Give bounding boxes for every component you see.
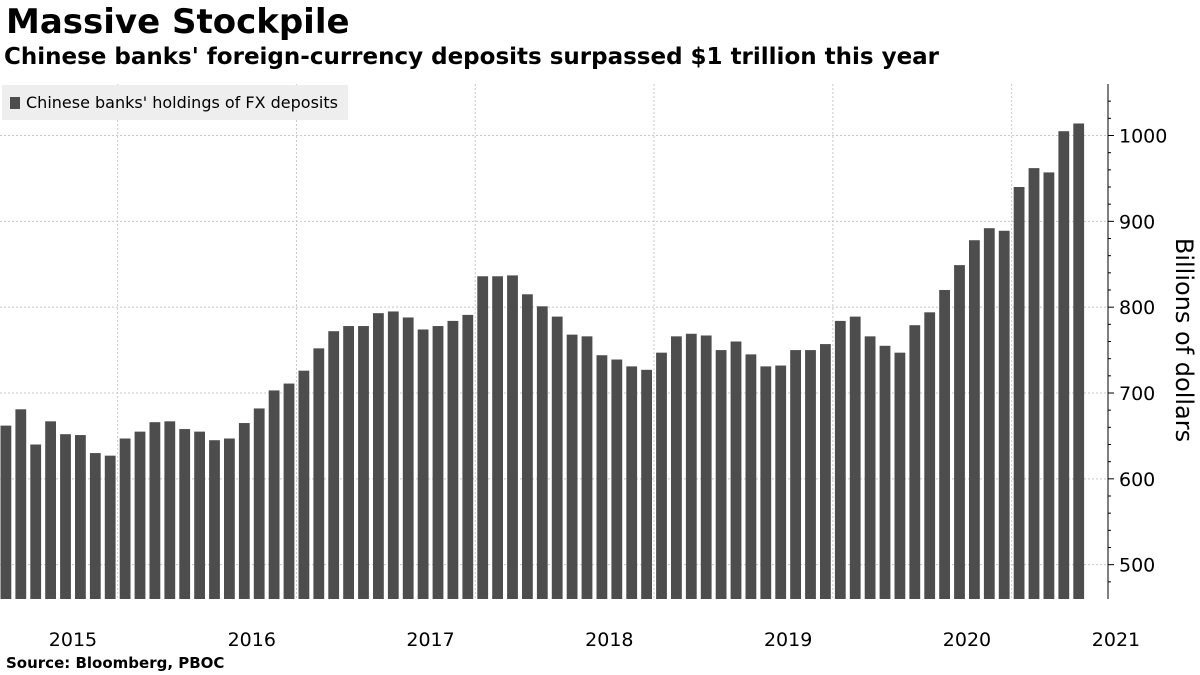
bar-54 (805, 350, 816, 599)
bar-49 (730, 341, 742, 599)
bar-12 (179, 429, 191, 599)
bar-13 (194, 431, 205, 599)
bar-0 (0, 425, 12, 599)
x-tick-label-2015: 2015 (49, 629, 97, 651)
bar-34 (507, 275, 518, 599)
bar-63 (939, 290, 950, 599)
bar-26 (387, 311, 399, 599)
bar-69 (1028, 168, 1040, 599)
bar-55 (820, 344, 831, 599)
bar-67 (998, 230, 1010, 599)
x-tick-label-2021: 2021 (1092, 629, 1140, 651)
bar-29 (432, 326, 444, 599)
bar-8 (119, 438, 131, 599)
x-axis: 2015 2016 2017 2018 2019 2020 2021 (49, 629, 1140, 651)
bar-4 (60, 434, 71, 599)
bar-11 (164, 421, 176, 599)
bar-27 (402, 317, 414, 599)
bar-59 (879, 345, 891, 599)
bar-51 (760, 366, 772, 599)
bar-1 (15, 409, 27, 599)
bar-46 (685, 333, 697, 599)
bar-57 (849, 316, 861, 599)
bar-18 (268, 390, 280, 599)
bar-72 (1073, 123, 1085, 599)
bar-16 (238, 423, 250, 599)
legend-swatch (10, 96, 20, 109)
bar-28 (417, 329, 429, 599)
bar-10 (149, 422, 161, 599)
bar-68 (1013, 187, 1025, 599)
bar-48 (715, 350, 727, 599)
bar-22 (328, 331, 340, 599)
y-tick-label-900: 900 (1119, 211, 1155, 233)
bar-37 (551, 316, 563, 599)
bar-42 (626, 366, 638, 599)
y-tick-label-800: 800 (1119, 297, 1155, 319)
bar-9 (134, 431, 146, 599)
bar-60 (894, 352, 906, 599)
y-tick-label-700: 700 (1119, 383, 1155, 405)
bar-31 (462, 314, 474, 599)
bar-25 (373, 313, 384, 599)
bar-40 (596, 355, 608, 599)
chart-title: Massive Stockpile (6, 2, 350, 42)
bar-41 (611, 359, 623, 599)
bar-30 (447, 320, 459, 599)
bar-33 (492, 276, 503, 599)
chart-legend: Chinese banks' holdings of FX deposits (2, 85, 348, 120)
bar-series (0, 123, 1085, 600)
bar-47 (700, 335, 712, 599)
x-tick-label-2016: 2016 (228, 629, 276, 651)
bar-23 (343, 326, 354, 599)
bar-17 (253, 408, 265, 599)
y-axis-label: Billions of dollars (1170, 238, 1198, 442)
bar-66 (983, 228, 995, 599)
bar-6 (89, 453, 101, 599)
x-tick-label-2018: 2018 (585, 629, 633, 651)
x-tick-label-2020: 2020 (943, 629, 991, 651)
bar-61 (909, 325, 921, 599)
y-axis: 500 600 700 800 900 1000 (1107, 84, 1167, 599)
bar-38 (566, 334, 578, 599)
bar-7 (104, 455, 116, 599)
bar-39 (581, 336, 593, 599)
bar-53 (790, 350, 801, 599)
x-tick-label-2017: 2017 (406, 629, 454, 651)
bar-65 (969, 240, 980, 599)
bar-3 (45, 421, 56, 599)
legend-label: Chinese banks' holdings of FX deposits (26, 93, 338, 112)
bar-19 (283, 383, 295, 599)
source-note: Source: Bloomberg, PBOC (6, 654, 225, 672)
bar-50 (745, 354, 757, 599)
bar-56 (834, 320, 846, 599)
bar-15 (224, 438, 235, 599)
y-tick-label-600: 600 (1119, 469, 1155, 491)
bar-14 (209, 440, 220, 599)
bar-20 (298, 370, 310, 599)
bar-2 (30, 444, 42, 599)
bar-64 (954, 265, 965, 599)
bar-5 (75, 435, 86, 599)
y-tick-label-1000: 1000 (1119, 126, 1167, 148)
bar-43 (641, 369, 652, 599)
bar-62 (924, 312, 936, 599)
x-tick-label-2019: 2019 (764, 629, 812, 651)
bar-52 (775, 365, 787, 599)
bar-44 (656, 352, 667, 599)
y-tick-label-500: 500 (1119, 555, 1155, 577)
bar-24 (358, 326, 369, 599)
bar-36 (536, 306, 548, 599)
bar-71 (1058, 131, 1070, 600)
bar-58 (864, 336, 876, 599)
bar-35 (522, 294, 533, 599)
bar-32 (477, 276, 489, 599)
chart-subtitle: Chinese banks' foreign-currency deposits… (4, 44, 940, 70)
bar-21 (313, 348, 325, 599)
bar-45 (671, 336, 682, 599)
bar-70 (1043, 172, 1055, 600)
